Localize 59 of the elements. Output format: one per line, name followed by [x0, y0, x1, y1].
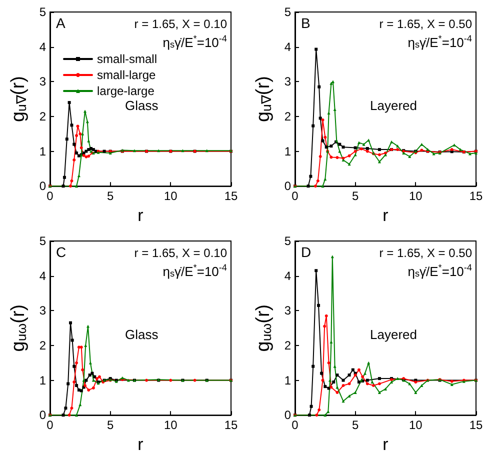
annotation: r = 1.65, X = 0.50: [379, 246, 472, 260]
y-tick-label: 5: [284, 234, 292, 248]
y-tick-label: 0: [39, 408, 46, 422]
y-tick-label: 0: [284, 408, 292, 422]
x-tick-label: 5: [106, 189, 114, 204]
x-tick-label: 5: [352, 189, 359, 204]
annotation: A: [56, 15, 66, 31]
y-axis-title: guω(r): [253, 304, 274, 352]
y-tick-label: 1: [39, 144, 46, 158]
x-tick-label: 10: [164, 418, 178, 432]
x-tick-label: 10: [408, 418, 423, 432]
y-tick-label: 4: [39, 40, 46, 54]
legend-label: small-small: [97, 52, 157, 66]
y-tick-label: 1: [284, 144, 292, 158]
annotation: Layered: [370, 327, 417, 342]
annotation: r = 1.65, X = 0.10: [134, 17, 228, 31]
y-tick-label: 3: [284, 304, 292, 318]
y-tick-label: 5: [39, 234, 46, 248]
x-tick-label: 15: [469, 418, 483, 432]
x-tick-label: 5: [352, 418, 359, 432]
y-axis-title: guω(r): [8, 304, 29, 352]
y-tick-label: 4: [284, 40, 292, 54]
y-tick-label: 0: [39, 179, 46, 194]
x-axis-title: r: [138, 435, 144, 454]
x-axis-title: r: [382, 435, 389, 454]
y-tick-label: 2: [39, 338, 46, 352]
x-tick-label: 15: [224, 418, 238, 432]
annotation: C: [56, 244, 66, 260]
y-tick-label: 2: [39, 109, 46, 124]
y-tick-label: 0: [284, 179, 292, 194]
x-tick-label: 15: [469, 189, 483, 204]
x-tick-label: 10: [164, 189, 178, 204]
legend-label: small-large: [97, 68, 156, 82]
x-axis-title: r: [138, 206, 144, 225]
y-axis-title: gu∇(r): [8, 76, 29, 122]
y-tick-label: 2: [284, 109, 292, 124]
annotation: r = 1.65, X = 0.50: [379, 17, 472, 31]
y-tick-label: 4: [284, 268, 292, 283]
y-tick-label: 3: [284, 74, 292, 89]
x-tick-label: 10: [408, 189, 423, 204]
x-tick-label: 15: [224, 189, 238, 204]
annotation: Layered: [370, 98, 417, 113]
annotation: Glass: [125, 327, 159, 342]
y-tick-label: 5: [284, 5, 292, 19]
x-axis-title: r: [382, 206, 389, 225]
legend-label: large-large: [97, 84, 155, 98]
y-tick-label: 2: [284, 338, 292, 352]
y-tick-label: 4: [39, 268, 46, 283]
y-tick-label: 3: [39, 304, 46, 318]
annotation: B: [301, 15, 310, 31]
annotation: r = 1.65, X = 0.10: [134, 246, 228, 260]
y-axis-title: gu∇(r): [253, 76, 274, 122]
x-tick-label: 5: [106, 418, 114, 432]
y-tick-label: 1: [284, 373, 292, 388]
annotation: Glass: [125, 98, 159, 113]
annotation: D: [301, 244, 312, 260]
y-tick-label: 3: [39, 74, 46, 89]
y-tick-label: 5: [39, 5, 46, 19]
y-tick-label: 1: [39, 373, 46, 388]
